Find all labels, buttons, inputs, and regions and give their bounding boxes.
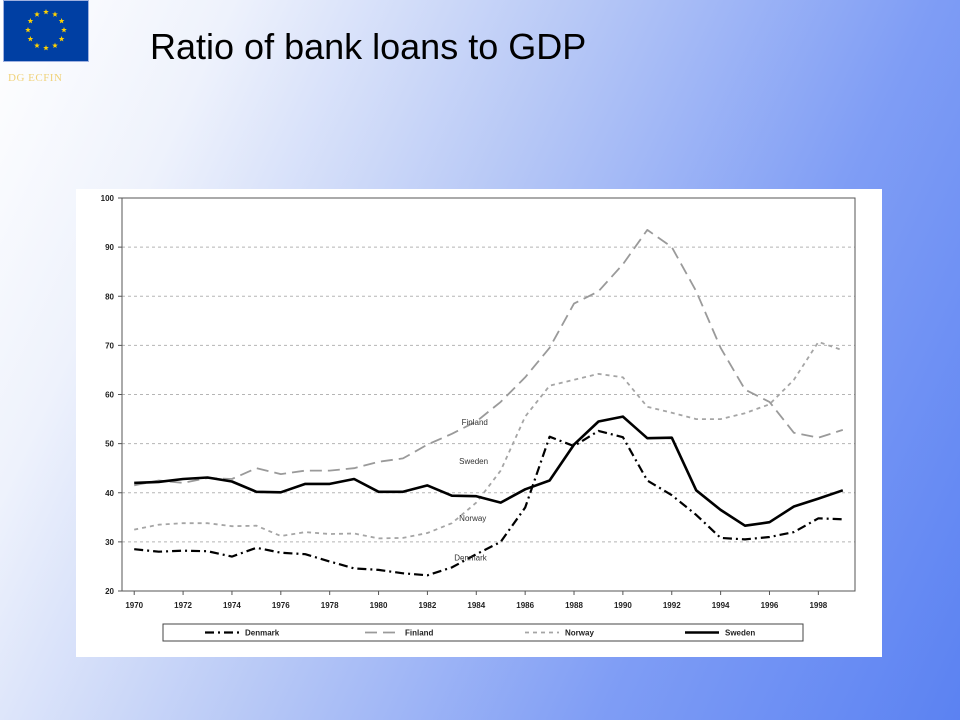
eu-star-icon — [43, 45, 49, 50]
x-tick-label: 1990 — [614, 601, 632, 610]
series-annotation-denmark: Denmark — [454, 554, 487, 563]
x-tick-label: 1972 — [174, 601, 192, 610]
y-tick-label: 80 — [105, 292, 114, 301]
eu-star-icon — [59, 36, 65, 41]
x-tick-label: 1970 — [125, 601, 143, 610]
dg-ecfin-logo-text: DG ECFIN — [8, 72, 98, 84]
slide-title: Ratio of bank loans to GDP — [150, 26, 586, 68]
series-line-norway — [134, 342, 843, 539]
eu-star-icon — [52, 43, 58, 48]
eu-star-icon — [52, 11, 58, 16]
eu-star-icon — [28, 36, 34, 41]
x-tick-label: 1988 — [565, 601, 583, 610]
eu-star-icon — [59, 18, 65, 23]
eu-flag-icon — [3, 0, 89, 62]
y-tick-label: 90 — [105, 243, 114, 252]
x-tick-label: 1992 — [663, 601, 681, 610]
y-tick-label: 20 — [105, 587, 114, 596]
bank-loans-line-chart: 100 90 80 70 60 50 40 30 20 1970 1972 1974 1976 1978 1… — [76, 189, 882, 657]
legend-label-norway: Norway — [565, 629, 594, 638]
x-tick-label: 1996 — [761, 601, 779, 610]
eu-star-icon — [34, 11, 40, 16]
series-annotation-norway: Norway — [459, 514, 486, 523]
x-tick-label: 1986 — [516, 601, 534, 610]
series-line-denmark — [134, 431, 843, 575]
series-annotation-finland: Finland — [462, 418, 488, 427]
eu-star-icon — [34, 43, 40, 48]
x-tick-label: 1984 — [467, 601, 485, 610]
eu-star-icon — [28, 18, 34, 23]
eu-star-icon — [61, 27, 67, 32]
series-line-sweden — [134, 417, 843, 526]
series-line-finland — [134, 230, 843, 486]
x-tick-label: 1982 — [419, 601, 437, 610]
y-tick-label: 30 — [105, 538, 114, 547]
series-annotation-sweden: Sweden — [459, 457, 488, 466]
y-tick-label: 40 — [105, 489, 114, 498]
y-tick-label: 70 — [105, 341, 114, 350]
x-tick-label: 1978 — [321, 601, 339, 610]
x-tick-label: 1980 — [370, 601, 388, 610]
legend-label-finland: Finland — [405, 629, 434, 638]
y-tick-label: 100 — [101, 194, 115, 203]
x-tick-label: 1994 — [712, 601, 730, 610]
legend-label-denmark: Denmark — [245, 629, 280, 638]
x-tick-label: 1974 — [223, 601, 241, 610]
eu-star-icon — [43, 9, 49, 14]
eu-stars-icon — [4, 1, 88, 61]
x-tick-label: 1998 — [809, 601, 827, 610]
eu-star-icon — [25, 27, 31, 32]
x-tick-label: 1976 — [272, 601, 290, 610]
y-tick-label: 60 — [105, 391, 114, 400]
legend-label-sweden: Sweden — [725, 629, 755, 638]
chart-panel: 100 90 80 70 60 50 40 30 20 1970 1972 1974 1976 1978 1… — [76, 189, 882, 657]
y-tick-label: 50 — [105, 440, 114, 449]
